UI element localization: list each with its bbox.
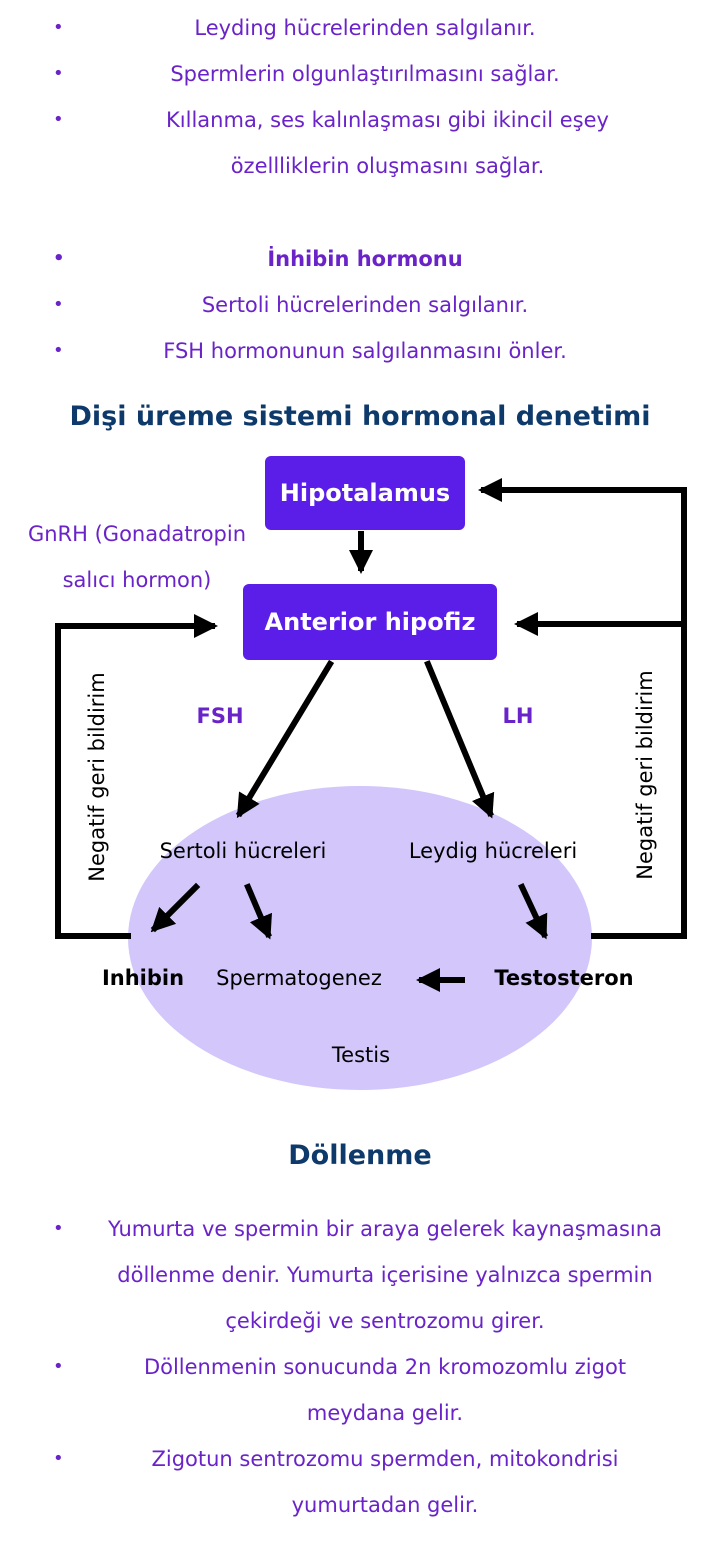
- hypothalamus-label: Hipotalamus: [280, 479, 450, 507]
- testosterone-label: Testosteron: [494, 966, 633, 990]
- list-item-text: Yumurta ve spermin bir araya gelerek kay…: [108, 1217, 662, 1333]
- bullet-icon: •: [53, 63, 64, 84]
- bullet-icon: •: [53, 294, 64, 315]
- list-item: • Sertoli hücrelerinden salgılanır.: [0, 282, 720, 328]
- leydig-label: Leydig hücreleri: [409, 839, 577, 863]
- spermatogenesis-label: Spermatogenez: [216, 966, 382, 990]
- negative-feedback-right-label: Negatif geri bildirim: [633, 670, 657, 879]
- list-item-text: İnhibin hormonu: [267, 247, 463, 271]
- gnrh-label-line1: GnRH (Gonadatropin: [28, 522, 246, 546]
- testis-label: Testis: [331, 1043, 390, 1067]
- list-item: • Spermlerin olgunlaştırılmasını sağlar.: [0, 51, 720, 97]
- bullet-icon: •: [53, 17, 64, 38]
- fertilization-heading: Döllenme: [288, 1140, 432, 1171]
- list-item: • İnhibin hormonu: [0, 236, 720, 282]
- negative-feedback-left-label: Negatif geri bildirim: [85, 672, 109, 881]
- list-item-text: Sertoli hücrelerinden salgılanır.: [201, 293, 529, 317]
- sertoli-label: Sertoli hücreleri: [160, 839, 327, 863]
- inhibin-label: Inhibin: [102, 966, 184, 990]
- fertilization-list: • Yumurta ve spermin bir araya gelerek ka…: [0, 1206, 720, 1528]
- arrow-leydig-testosterone: [518, 883, 548, 940]
- anterior-pituitary-label: Anterior hipofiz: [265, 608, 476, 636]
- diagram-title: Dişi üreme sistemi hormonal denetimi: [69, 401, 651, 432]
- list-item-text: Leyding hücrelerinden salgılanır.: [194, 16, 536, 40]
- arrow-lh: [424, 660, 495, 819]
- bullet-icon: •: [53, 340, 64, 361]
- bullet-icon: •: [53, 1448, 64, 1469]
- list-item: • FSH hormonunun salgılanmasını önler.: [0, 328, 720, 374]
- list-item: • Zigotun sentrozomu spermden, mitokondri…: [0, 1436, 720, 1528]
- list-item-text: Spermlerin olgunlaştırılmasını sağlar.: [170, 62, 560, 86]
- list-item: • Yumurta ve spermin bir araya gelerek ka…: [0, 1206, 720, 1344]
- arrow-sertoli-spermatogenesis: [244, 883, 272, 940]
- anterior-pituitary-box: [243, 584, 497, 660]
- hormonal-control-diagram: Hipotalamus Anterior hipofiz GnRH (Gonad…: [28, 456, 687, 1090]
- feedback-left-line: [55, 614, 218, 939]
- arrow-sertoli-inhibin: [150, 882, 201, 933]
- feedback-right-outer: [478, 478, 687, 939]
- bullet-icon: •: [53, 1218, 64, 1239]
- list-item: • Döllenmenin sonucunda 2n kromozomlu zig…: [0, 1344, 720, 1436]
- bullet-icon: •: [53, 248, 65, 269]
- list-item: • Leyding hücrelerinden salgılanır.: [0, 5, 720, 51]
- list-item-text: Kıllanma, ses kalınlaşması gibi ikincil …: [166, 108, 609, 178]
- testis-ellipse: [128, 786, 592, 1090]
- arrow-fsh: [235, 659, 335, 819]
- bullet-icon: •: [53, 109, 64, 130]
- inhibin-info-list: • İnhibin hormonu • Sertoli hücrelerinden …: [0, 236, 720, 374]
- gnrh-label-line2: salıcı hormon): [63, 568, 212, 592]
- bullet-icon: •: [53, 1356, 64, 1377]
- testosterone-info-list: • Leyding hücrelerinden salgılanır. • Sper…: [0, 5, 720, 189]
- hypothalamus-box: [265, 456, 465, 530]
- list-item-text: FSH hormonunun salgılanmasını önler.: [163, 339, 567, 363]
- list-item-text: Döllenmenin sonucunda 2n kromozomlu zigo…: [143, 1355, 627, 1425]
- lh-label: LH: [503, 704, 534, 728]
- list-item-text: Zigotun sentrozomu spermden, mitokondris…: [151, 1447, 619, 1517]
- list-item: • Kıllanma, ses kalınlaşması gibi ikincil…: [0, 97, 720, 189]
- fsh-label: FSH: [196, 704, 243, 728]
